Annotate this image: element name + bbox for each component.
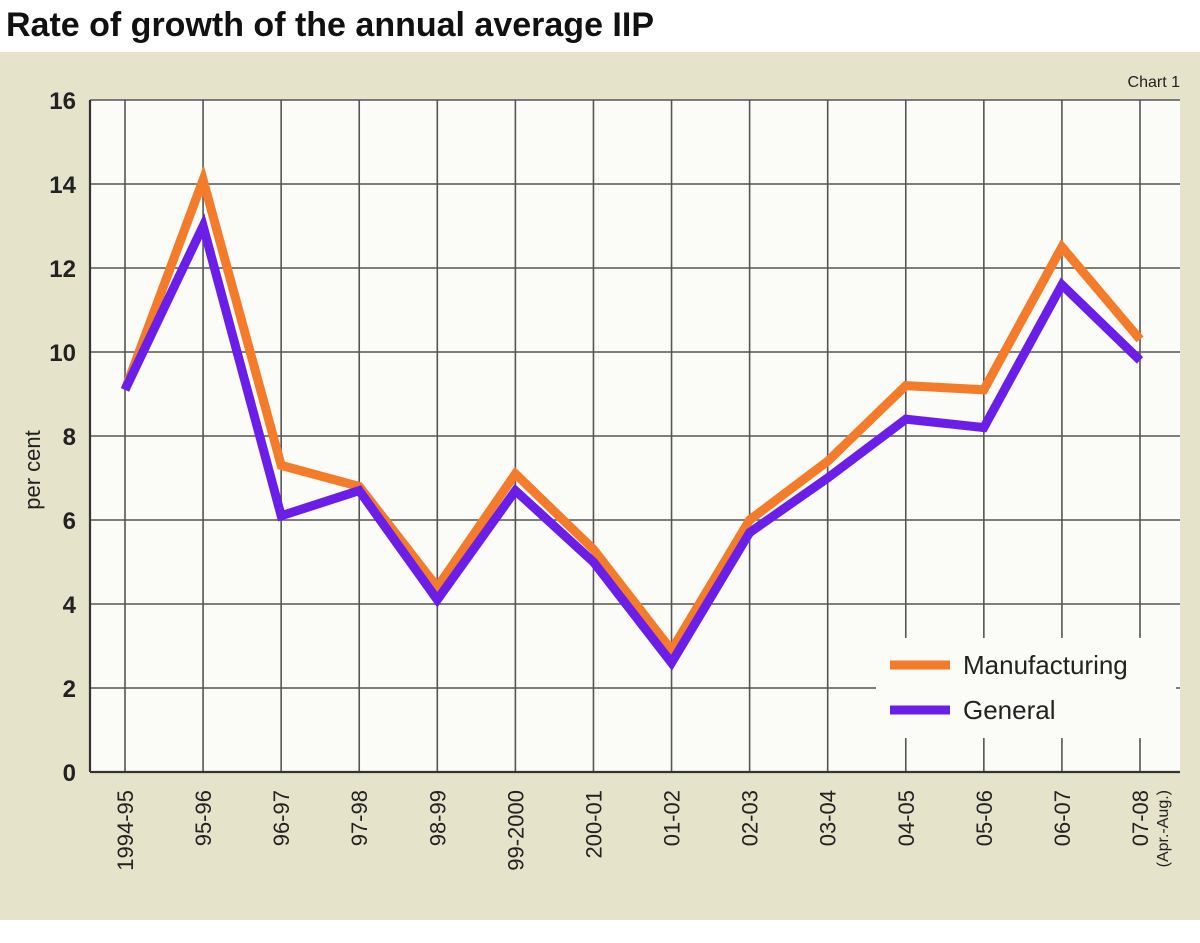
x-tick-label: 98-99 bbox=[425, 790, 450, 846]
y-tick-label: 8 bbox=[63, 424, 76, 451]
y-tick-label: 14 bbox=[49, 172, 76, 199]
x-tick-sublabel: (Apr.-Aug.) bbox=[1155, 790, 1172, 867]
x-tick-label: 06-07 bbox=[1050, 790, 1075, 846]
x-tick-label: 96-97 bbox=[269, 790, 294, 846]
x-tick-label: 02-03 bbox=[738, 790, 763, 846]
x-tick-label: 05-06 bbox=[972, 790, 997, 846]
y-tick-label: 12 bbox=[49, 256, 76, 283]
y-tick-label: 0 bbox=[63, 760, 76, 787]
y-tick-label: 2 bbox=[63, 676, 76, 703]
series-line-general bbox=[120, 213, 1144, 671]
x-tick-label: 04-05 bbox=[894, 790, 919, 846]
y-tick-label: 6 bbox=[63, 508, 76, 535]
series-layer bbox=[120, 165, 1144, 671]
y-tick-label: 4 bbox=[63, 592, 77, 619]
series-line-manufacturing bbox=[120, 165, 1144, 659]
x-tick-label: 01-02 bbox=[660, 790, 685, 846]
y-tick-label: 10 bbox=[49, 340, 76, 367]
x-tick-label: 99-2000 bbox=[503, 790, 528, 871]
y-tick-label: 16 bbox=[49, 88, 76, 115]
chart-title: Rate of growth of the annual average IIP bbox=[6, 6, 654, 44]
x-tick-label: 95-96 bbox=[191, 790, 216, 846]
legend-label-general: General bbox=[963, 695, 1056, 725]
legend-label-manufacturing: Manufacturing bbox=[963, 650, 1128, 680]
x-tick-label: 200-01 bbox=[581, 790, 606, 859]
x-tick-label: 07-08 bbox=[1128, 790, 1153, 846]
x-tick-label: 97-98 bbox=[347, 790, 372, 846]
x-tick-label: 03-04 bbox=[816, 790, 841, 846]
legend: Manufacturing General bbox=[876, 638, 1176, 738]
chart-number-label: Chart 1 bbox=[1128, 74, 1181, 91]
y-axis-label: per cent bbox=[20, 430, 45, 510]
axis-layer: 0 2 4 6 8 10 12 14 16 1994-95 95-96 96-97 97-98 98-99… bbox=[49, 88, 1180, 871]
legend-background bbox=[876, 638, 1176, 738]
x-tick-label: 1994-95 bbox=[113, 790, 138, 871]
